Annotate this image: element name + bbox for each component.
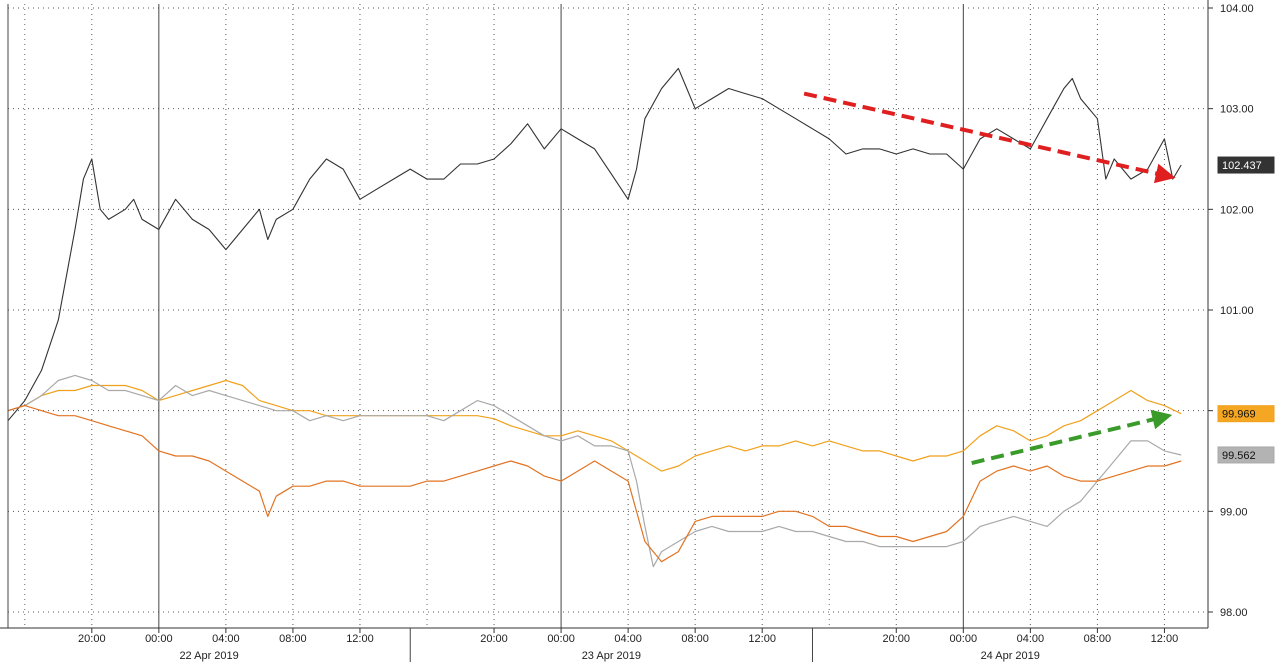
trend-arrow	[803, 91, 1176, 184]
x-tick-label: 08:00	[1084, 633, 1112, 645]
axes: 98.0099.00100.00101.00102.00103.00104.00…	[0, 0, 1254, 662]
last-value-text: 102.437	[1222, 160, 1262, 172]
x-tick-label: 08:00	[681, 633, 709, 645]
date-label: 24 Apr 2019	[981, 650, 1040, 662]
y-tick-label: 98.00	[1220, 607, 1248, 619]
trend-arrows	[803, 91, 1176, 465]
x-tick-label: 12:00	[748, 633, 776, 645]
last-value-text: 99.562	[1222, 450, 1256, 462]
x-tick-label: 12:00	[346, 633, 374, 645]
x-tick-label: 04:00	[1017, 633, 1045, 645]
x-tick-label: 08:00	[279, 633, 307, 645]
date-label: 22 Apr 2019	[179, 650, 238, 662]
x-tick-label: 04:00	[212, 633, 240, 645]
y-tick-label: 103.00	[1220, 104, 1254, 116]
last-value-badge	[1217, 446, 1275, 464]
series-line	[7, 379, 1182, 472]
date-label: 23 Apr 2019	[582, 650, 641, 662]
x-tick-label: 20:00	[480, 633, 508, 645]
x-tick-label: 20:00	[883, 633, 911, 645]
x-tick-label: 00:00	[547, 633, 575, 645]
y-tick-label: 101.00	[1220, 305, 1254, 317]
x-tick-label: 12:00	[1151, 633, 1179, 645]
last-value-badges: 102.437 99.969 99.562	[1217, 156, 1275, 464]
grid	[8, 4, 1208, 628]
x-tick-label: 20:00	[78, 633, 106, 645]
last-value-badge	[1217, 156, 1275, 174]
x-tick-label: 00:00	[950, 633, 978, 645]
x-tick-label: 00:00	[145, 633, 173, 645]
trend-arrow	[971, 409, 1173, 465]
series-lines	[7, 67, 1182, 568]
series-line	[7, 374, 1182, 568]
series-line	[7, 67, 1182, 422]
y-tick-label: 99.00	[1220, 506, 1248, 518]
series-line	[7, 405, 1182, 563]
last-value-badge	[1217, 405, 1275, 423]
x-tick-label: 04:00	[614, 633, 642, 645]
y-tick-label: 102.00	[1220, 204, 1254, 216]
last-value-text: 99.969	[1222, 409, 1256, 421]
y-tick-label: 104.00	[1220, 3, 1254, 15]
